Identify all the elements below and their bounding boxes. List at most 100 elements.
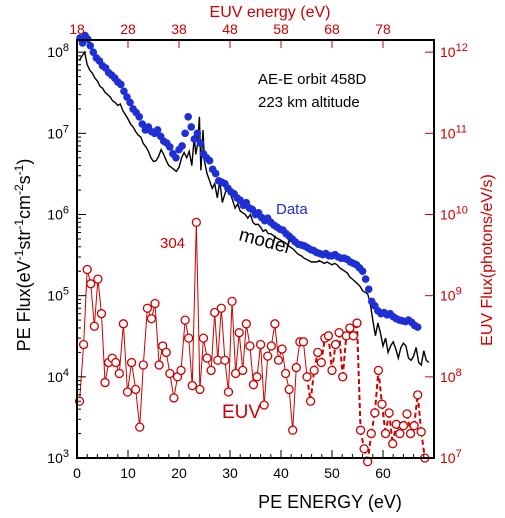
right-tick-exponent: 8 bbox=[456, 367, 462, 379]
y-tick-label: 103 bbox=[47, 448, 69, 466]
euv-line-segment bbox=[79, 344, 85, 402]
y-axis-title-part: -1 bbox=[12, 164, 26, 175]
data-series-label: Data bbox=[276, 201, 308, 218]
euv-line-segment bbox=[214, 312, 219, 361]
euv-point bbox=[263, 351, 273, 361]
euv-line-segment bbox=[100, 313, 106, 383]
euv-line-segment bbox=[135, 389, 141, 428]
euv-line-segment bbox=[191, 222, 197, 386]
euv-point bbox=[266, 341, 276, 351]
euv-point bbox=[345, 323, 355, 333]
top-axis-title: EUV energy (eV) bbox=[210, 4, 331, 21]
y-tick-exponent: 8 bbox=[63, 42, 69, 54]
euv-point bbox=[195, 384, 205, 395]
euv-point bbox=[359, 444, 369, 454]
euv-point bbox=[327, 365, 337, 376]
right-axis-tick-label: 108 bbox=[440, 367, 462, 385]
right-axis-tick-label: 1010 bbox=[440, 205, 468, 223]
x-tick-label: 20 bbox=[171, 465, 187, 481]
right-tick-exponent: 12 bbox=[456, 42, 468, 54]
euv-point bbox=[280, 368, 291, 379]
y-axis-title-part: str bbox=[14, 230, 34, 250]
euv-line-segment bbox=[242, 323, 247, 371]
x-tick-label: 60 bbox=[375, 465, 391, 481]
euv-point bbox=[352, 318, 362, 328]
euv-line-segment bbox=[154, 303, 160, 366]
y-tick-base: 10 bbox=[47, 450, 63, 466]
euv-line-segment bbox=[238, 332, 244, 371]
euv-point bbox=[122, 387, 133, 397]
euv-line-segment bbox=[224, 360, 229, 393]
euv-point bbox=[176, 365, 186, 376]
y-tick-base: 10 bbox=[47, 207, 63, 223]
euv-point bbox=[180, 315, 190, 325]
data-point bbox=[178, 142, 186, 150]
data-point bbox=[166, 143, 174, 151]
data-point bbox=[184, 112, 192, 121]
plot-frame bbox=[76, 39, 435, 459]
x-tick-label: 40 bbox=[273, 465, 289, 481]
euv-line-segment bbox=[195, 222, 201, 390]
data-point bbox=[89, 48, 98, 56]
data-point bbox=[205, 156, 214, 165]
euv-point bbox=[398, 421, 409, 431]
y-axis-title: PE Flux(eV-1str-1cm-2s-1) bbox=[12, 159, 34, 352]
euv-point bbox=[298, 337, 309, 347]
euv-point bbox=[96, 309, 107, 319]
euv-point bbox=[305, 396, 316, 406]
euv-point bbox=[402, 409, 412, 419]
euv-line-segment bbox=[142, 308, 148, 366]
y-axis-title-part: s bbox=[14, 175, 34, 184]
right-axis-tick-label: 1012 bbox=[440, 42, 468, 60]
euv-point bbox=[291, 362, 301, 373]
euv-line-segment bbox=[416, 394, 423, 432]
euv-point bbox=[146, 314, 157, 324]
euv-line-segment bbox=[302, 341, 308, 377]
y-tick-exponent: 5 bbox=[63, 286, 69, 298]
euv-line-segment bbox=[180, 320, 186, 371]
data-point bbox=[193, 129, 202, 138]
right-axis-title: EUV Flux(photons/eV/s) bbox=[479, 174, 496, 346]
right-tick-exponent: 7 bbox=[456, 448, 462, 460]
euv-point bbox=[370, 408, 380, 418]
euv-point bbox=[395, 428, 405, 439]
y-tick-exponent: 3 bbox=[63, 448, 69, 460]
right-axis-tick-label: 109 bbox=[440, 286, 462, 304]
data-point bbox=[135, 112, 144, 121]
euv-point bbox=[355, 425, 366, 435]
euv-line-segment bbox=[231, 301, 237, 374]
data-point bbox=[120, 87, 128, 96]
right-tick-exponent: 9 bbox=[456, 286, 462, 298]
euv-point bbox=[323, 331, 334, 341]
y-axis-title-part: cm bbox=[14, 195, 34, 219]
euv-point bbox=[202, 353, 212, 363]
euv-point bbox=[142, 303, 153, 313]
series-layer bbox=[74, 31, 430, 467]
euv-line-segment bbox=[373, 370, 380, 413]
euv-point bbox=[330, 339, 341, 350]
euv-point bbox=[241, 319, 251, 329]
data-point bbox=[126, 98, 134, 107]
right-tick-exponent: 10 bbox=[456, 205, 468, 217]
euv-point bbox=[255, 339, 266, 350]
euv-point bbox=[138, 360, 148, 370]
euv-point bbox=[259, 400, 269, 410]
euv-point bbox=[288, 425, 298, 435]
euv-point bbox=[191, 217, 201, 228]
euv-point bbox=[238, 365, 248, 376]
euv-point bbox=[377, 399, 387, 409]
euv-line-segment bbox=[217, 308, 222, 361]
euv-point bbox=[86, 279, 96, 289]
x-axis-title: PE ENERGY (eV) bbox=[258, 492, 402, 512]
euv-point bbox=[416, 427, 426, 437]
data-point bbox=[196, 139, 205, 147]
data-point bbox=[211, 169, 220, 178]
right-axis-tick-label: 1011 bbox=[440, 123, 467, 141]
euv-point bbox=[413, 390, 423, 400]
top-axis-tick-label: 18 bbox=[69, 21, 85, 37]
right-axis-tick-label: 107 bbox=[440, 448, 462, 466]
euv-point bbox=[169, 393, 179, 403]
euv-line-segment bbox=[263, 356, 269, 406]
